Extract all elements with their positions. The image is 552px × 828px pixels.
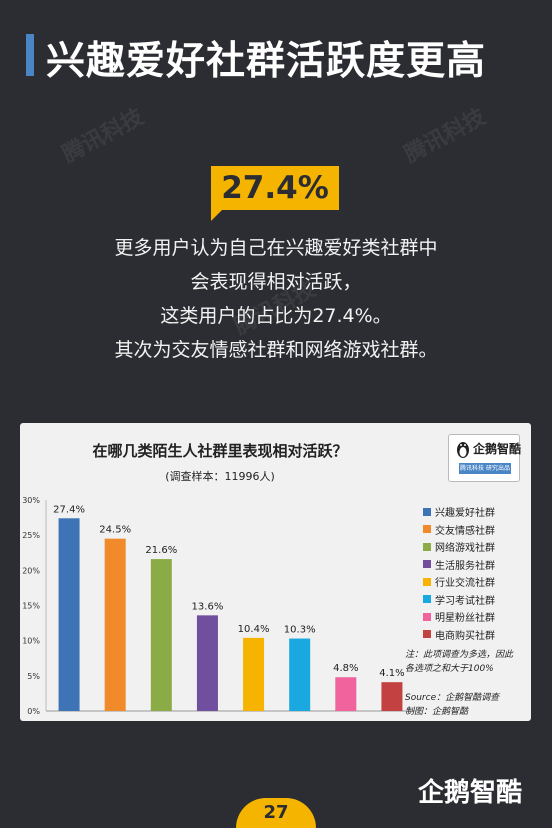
legend-swatch (423, 507, 431, 516)
bar-value-label: 10.4% (238, 624, 270, 635)
bar-value-label: 21.6% (145, 545, 177, 556)
bar (150, 559, 172, 711)
chart-source-line: Source：企鹅智酷调查 (405, 693, 500, 703)
brand-logo: 企鹅智酷 (418, 778, 523, 808)
description-line: 会表现得相对活跃， (190, 271, 362, 293)
legend-swatch (423, 525, 431, 534)
y-tick-label: 10% (22, 637, 40, 646)
chart-logo: 企鹅智酷 腾讯科技 研究出品 (448, 434, 522, 482)
chart-note: 注：此项调查为多选，因此 各选项之和大于100% (405, 648, 513, 676)
bar (196, 615, 218, 711)
bar (58, 518, 80, 711)
chart-logo-sub: 腾讯科技 研究出品 (459, 463, 511, 474)
legend-swatch (423, 595, 431, 604)
chart-note-line: 注：此项调查为多选，因此 (405, 650, 514, 660)
legend-swatch (423, 542, 431, 551)
bar (381, 682, 403, 711)
legend-item: 学习考试社群 (423, 591, 495, 609)
legend-swatch (423, 560, 431, 569)
chart-legend: 兴趣爱好社群 交友情感社群 网络游戏社群 生活服务社群 行业交流社群 学习考试社群 明星粉丝… (423, 503, 495, 643)
legend-label: 学习考试社群 (435, 595, 495, 607)
description-line: 更多用户认为自己在兴趣爱好类社群中 (114, 237, 438, 259)
y-tick-label: 5% (27, 672, 40, 681)
bar-value-label: 4.1% (379, 668, 404, 679)
legend-label: 生活服务社群 (435, 560, 495, 572)
legend-item: 电商购买社群 (423, 626, 495, 644)
legend-swatch (423, 612, 431, 621)
bar (243, 637, 265, 711)
y-tick-label: 30% (22, 496, 40, 505)
legend-swatch (423, 577, 431, 586)
y-tick-label: 25% (22, 531, 40, 540)
chart-panel: 在哪几类陌生人社群里表现相对活跃？ (调查样本：11996人) 企鹅智酷 腾讯科… (20, 423, 531, 721)
y-tick-label: 0% (27, 707, 40, 716)
bar-value-label: 13.6% (192, 601, 224, 612)
y-tick-label: 20% (22, 566, 40, 575)
legend-label: 明星粉丝社群 (435, 613, 495, 625)
chart-logo-text: 企鹅智酷 (473, 442, 522, 456)
legend-swatch (423, 630, 431, 639)
watermark: 腾讯科技 (58, 104, 148, 168)
chart-title: 在哪几类陌生人社群里表现相对活跃？ (92, 442, 348, 460)
badge-tail (211, 210, 222, 221)
chart-subtitle: (调查样本：11996人) (165, 470, 275, 483)
page-number-tab (236, 798, 316, 828)
legend-item: 网络游戏社群 (423, 538, 495, 556)
page-number: 27 (263, 802, 289, 823)
legend-item: 交友情感社群 (423, 521, 495, 539)
bar-value-label: 10.3% (284, 625, 316, 636)
penguin-icon (457, 442, 469, 458)
chart-note-line: 各选项之和大于100% (405, 664, 494, 674)
highlight-badge: 27.4% (211, 166, 339, 210)
legend-item: 兴趣爱好社群 (423, 503, 495, 521)
legend-label: 兴趣爱好社群 (435, 508, 495, 520)
bar-value-label: 24.5% (99, 525, 131, 536)
legend-item: 明星粉丝社群 (423, 608, 495, 626)
y-tick-label: 15% (22, 602, 40, 611)
legend-label: 电商购买社群 (435, 630, 495, 642)
legend-label: 交友情感社群 (435, 525, 495, 537)
chart-source-line: 制图：企鹅智酷 (405, 707, 469, 717)
bar (335, 677, 357, 711)
legend-item: 行业交流社群 (423, 573, 495, 591)
chart-source: Source：企鹅智酷调查 制图：企鹅智酷 (405, 691, 499, 719)
bar (289, 638, 311, 711)
bar-value-label: 4.8% (333, 663, 358, 674)
page-title: 兴趣爱好社群活跃度更高 (46, 39, 487, 84)
description-line: 其次为交友情感社群和网络游戏社群。 (114, 339, 438, 361)
title-accent-bar (26, 34, 34, 76)
legend-label: 网络游戏社群 (435, 543, 495, 555)
description-line: 这类用户的占比为27.4%。 (160, 305, 392, 327)
watermark: 腾讯科技 (400, 104, 490, 168)
legend-label: 行业交流社群 (435, 578, 495, 590)
bar-value-label: 27.4% (53, 504, 85, 515)
bar (104, 538, 126, 711)
bar-chart: 0% 5% 10% 15% 20% 25% 30% 27.4% 24.5% 21.6% 13.6% 1… (22, 496, 415, 716)
legend-item: 生活服务社群 (423, 556, 495, 574)
